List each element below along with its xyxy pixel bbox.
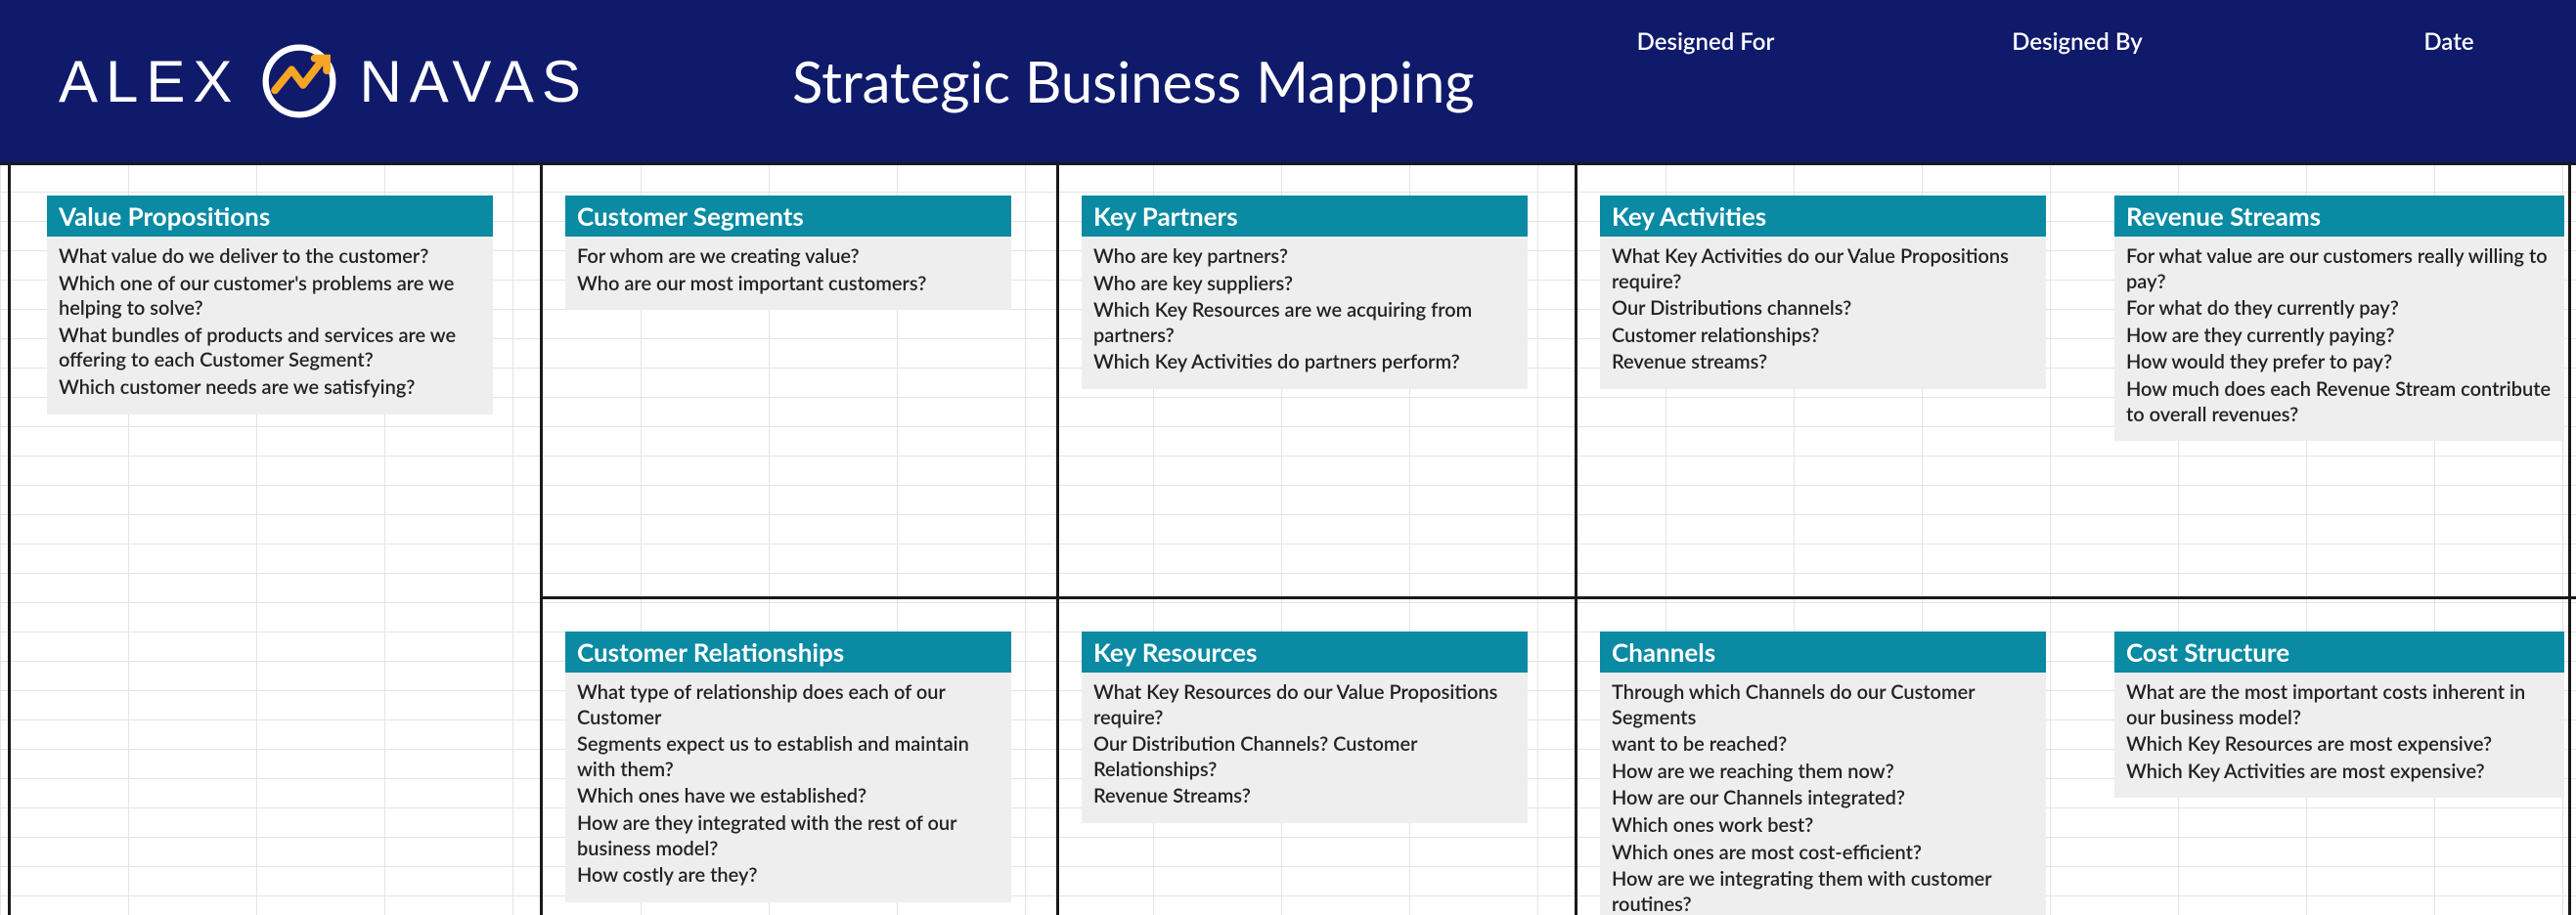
block-heading: Revenue Streams — [2114, 196, 2564, 237]
page-title: Strategic Business Mapping — [792, 0, 1475, 162]
block-heading: Customer Segments — [565, 196, 1011, 237]
block-channels: Channels Through which Channels do our C… — [1600, 632, 2046, 915]
section-divider-horizontal — [0, 162, 2576, 165]
question-line: Which Key Activities do partners perform… — [1093, 350, 1516, 375]
block-heading: Key Resources — [1082, 632, 1528, 673]
question-line: Our Distributions channels? — [1612, 296, 2034, 322]
question-line: Customer relationships? — [1612, 324, 2034, 349]
question-line: For whom are we creating value? — [577, 244, 999, 270]
block-body[interactable]: Who are key partners?Who are key supplie… — [1082, 237, 1528, 389]
block-heading: Cost Structure — [2114, 632, 2564, 673]
logo-first: ALEX — [59, 48, 240, 115]
question-line: How are we reaching them now? — [1612, 760, 2034, 785]
question-line: Through which Channels do our Customer S… — [1612, 680, 2034, 730]
section-divider-horizontal — [540, 596, 2576, 599]
question-line: Which customer needs are we satisfying? — [59, 375, 481, 401]
question-line: What Key Activities do our Value Proposi… — [1612, 244, 2034, 294]
question-line: Who are key suppliers? — [1093, 272, 1516, 297]
logo-last: NAVAS — [359, 48, 589, 115]
section-divider-vertical — [540, 162, 543, 915]
section-divider-vertical — [8, 162, 11, 915]
question-line: Which Key Activities are most expensive? — [2126, 760, 2553, 785]
question-line: For what do they currently pay? — [2126, 296, 2553, 322]
question-line: Which ones are most cost-efficient? — [1612, 841, 2034, 866]
meta-fields: Designed For Designed By Date — [1618, 27, 2537, 56]
block-key-activities: Key Activities What Key Activities do ou… — [1600, 196, 2046, 389]
question-line: Which one of our customer's problems are… — [59, 272, 481, 322]
question-line: What are the most important costs inhere… — [2126, 680, 2553, 730]
block-heading: Channels — [1600, 632, 2046, 673]
section-divider-vertical — [1056, 162, 1059, 915]
question-line: Segments expect us to establish and main… — [577, 732, 999, 782]
block-heading: Value Propositions — [47, 196, 493, 237]
section-divider-vertical — [1575, 162, 1577, 915]
question-line: How are we integrating them with custome… — [1612, 867, 2034, 915]
logo: ALEX NAVAS — [0, 43, 589, 119]
question-line: Which Key Resources are we acquiring fro… — [1093, 298, 1516, 348]
meta-designed-by: Designed By — [1989, 27, 2165, 56]
block-key-partners: Key Partners Who are key partners?Who ar… — [1082, 196, 1528, 389]
block-body[interactable]: What type of relationship does each of o… — [565, 673, 1011, 902]
block-customer-segments: Customer Segments For whom are we creati… — [565, 196, 1011, 310]
question-line: Which ones have we established? — [577, 784, 999, 809]
meta-designed-for: Designed For — [1618, 27, 1794, 56]
block-revenue-streams: Revenue Streams For what value are our c… — [2114, 196, 2564, 441]
block-key-resources: Key Resources What Key Resources do our … — [1082, 632, 1528, 823]
question-line: For what value are our customers really … — [2126, 244, 2553, 294]
block-customer-relationships: Customer Relationships What type of rela… — [565, 632, 1011, 902]
question-line: How would they prefer to pay? — [2126, 350, 2553, 375]
page-header: ALEX NAVAS Strategic Business Mapping De… — [0, 0, 2576, 162]
logo-icon — [261, 43, 337, 119]
question-line: Revenue Streams? — [1093, 784, 1516, 809]
question-line: What Key Resources do our Value Proposit… — [1093, 680, 1516, 730]
question-line: Our Distribution Channels? Customer Rela… — [1093, 732, 1516, 782]
question-line: want to be reached? — [1612, 732, 2034, 758]
block-value-propositions: Value Propositions What value do we deli… — [47, 196, 493, 414]
question-line: What bundles of products and services ar… — [59, 324, 481, 373]
block-body[interactable]: What Key Resources do our Value Proposit… — [1082, 673, 1528, 823]
question-line: Which Key Resources are most expensive? — [2126, 732, 2553, 758]
block-body[interactable]: What Key Activities do our Value Proposi… — [1600, 237, 2046, 389]
block-heading: Key Activities — [1600, 196, 2046, 237]
question-line: What value do we deliver to the customer… — [59, 244, 481, 270]
question-line: Which ones work best? — [1612, 813, 2034, 839]
block-body[interactable]: What value do we deliver to the customer… — [47, 237, 493, 414]
canvas-sheet: Value Propositions What value do we deli… — [0, 162, 2576, 915]
block-body[interactable]: For what value are our customers really … — [2114, 237, 2564, 441]
block-cost-structure: Cost Structure What are the most importa… — [2114, 632, 2564, 798]
question-line: Who are key partners? — [1093, 244, 1516, 270]
block-heading: Key Partners — [1082, 196, 1528, 237]
block-body[interactable]: What are the most important costs inhere… — [2114, 673, 2564, 798]
question-line: Who are our most important customers? — [577, 272, 999, 297]
question-line: How are they integrated with the rest of… — [577, 811, 999, 861]
block-body[interactable]: Through which Channels do our Customer S… — [1600, 673, 2046, 915]
question-line: How are they currently paying? — [2126, 324, 2553, 349]
block-heading: Customer Relationships — [565, 632, 1011, 673]
question-line: What type of relationship does each of o… — [577, 680, 999, 730]
question-line: How are our Channels integrated? — [1612, 786, 2034, 811]
meta-date: Date — [2361, 27, 2537, 56]
section-divider-vertical — [2568, 162, 2571, 915]
question-line: How much does each Revenue Stream contri… — [2126, 377, 2553, 427]
block-body[interactable]: For whom are we creating value?Who are o… — [565, 237, 1011, 310]
question-line: Revenue streams? — [1612, 350, 2034, 375]
question-line: How costly are they? — [577, 863, 999, 889]
